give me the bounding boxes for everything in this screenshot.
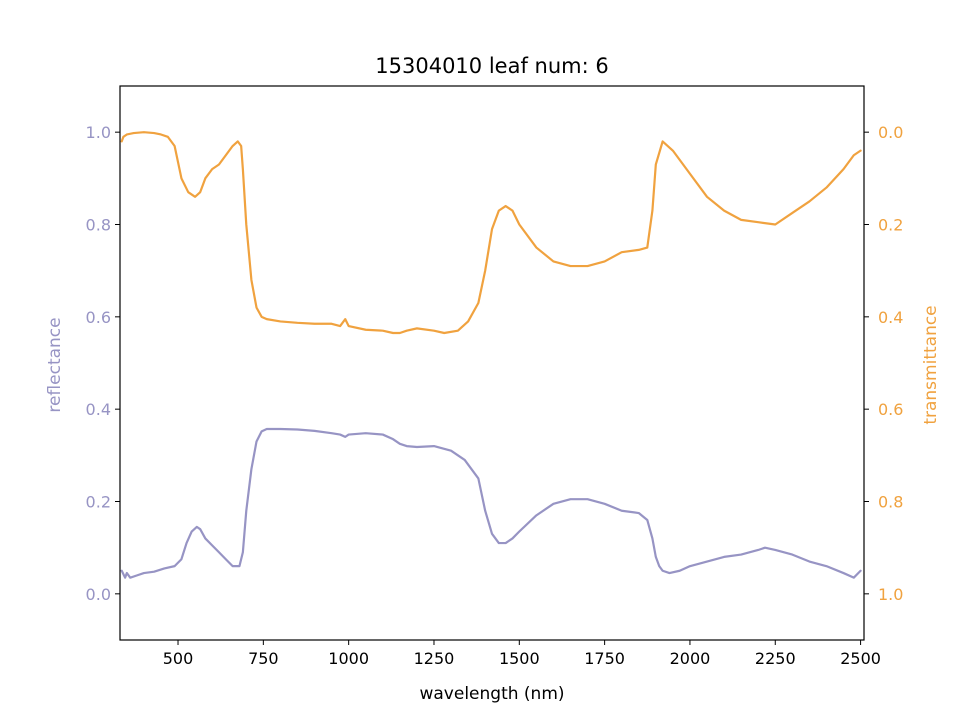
plot-lines	[120, 131, 862, 579]
reflectance-series-line	[120, 427, 862, 579]
x-tick-label: 2000	[670, 649, 711, 668]
left-tick-label: 0.4	[86, 400, 111, 419]
x-axis-ticks: 500 750 1000 1250 1500 1750 2000 2250 2500	[163, 640, 881, 668]
right-axis-ticks: 0.0 0.2 0.4 0.6 0.8 1.0	[864, 123, 903, 604]
transmittance-series-line	[120, 131, 862, 335]
right-tick-label: 0.6	[878, 400, 903, 419]
x-tick-label: 2250	[755, 649, 796, 668]
x-axis-label: wavelength (nm)	[419, 684, 564, 704]
x-tick-label: 1000	[328, 649, 369, 668]
x-tick-label: 1500	[499, 649, 540, 668]
right-tick-label: 0.2	[878, 216, 903, 235]
right-tick-label: 1.0	[878, 585, 903, 604]
x-tick-label: 750	[248, 649, 279, 668]
chart-title: 15304010 leaf num: 6	[375, 54, 608, 78]
right-tick-label: 0.4	[878, 308, 903, 327]
x-tick-label: 500	[163, 649, 194, 668]
left-tick-label: 0.8	[86, 216, 111, 235]
left-axis-ticks: 0.0 0.2 0.4 0.6 0.8 1.0	[86, 123, 120, 604]
left-tick-label: 0.0	[86, 585, 111, 604]
left-tick-label: 1.0	[86, 123, 111, 142]
right-tick-label: 0.0	[878, 123, 903, 142]
left-tick-label: 0.6	[86, 308, 111, 327]
left-tick-label: 0.2	[86, 493, 111, 512]
right-axis-label: transmittance	[921, 305, 941, 424]
plot-frame	[119, 85, 865, 641]
right-tick-label: 0.8	[878, 493, 903, 512]
x-tick-label: 1750	[584, 649, 625, 668]
left-axis-label: reflectance	[45, 317, 65, 412]
x-tick-label: 1250	[414, 649, 455, 668]
x-tick-label: 2500	[840, 649, 881, 668]
